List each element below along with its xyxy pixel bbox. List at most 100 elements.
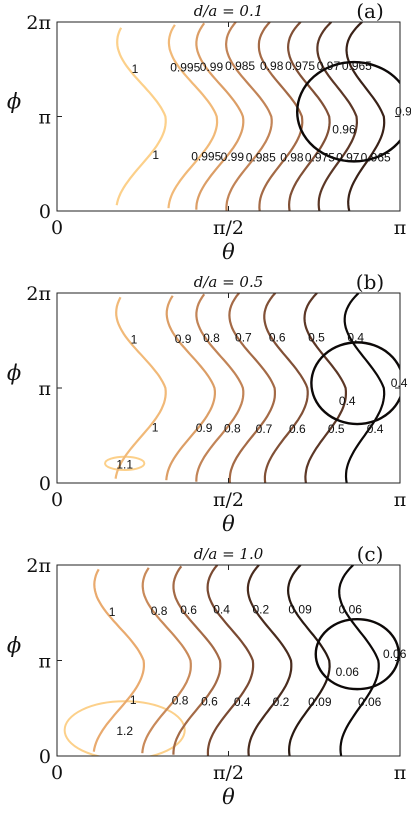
contour-label: 0.975 bbox=[305, 150, 335, 164]
contour-label: 0.4 bbox=[234, 695, 251, 709]
y-tick-label: 0 bbox=[39, 746, 51, 768]
contour-line bbox=[246, 565, 293, 756]
x-tick-label: 0 bbox=[51, 489, 63, 511]
panel-label: (c) bbox=[357, 542, 384, 566]
contour-label: 0.96 bbox=[395, 105, 411, 119]
contour-label: 0.4 bbox=[339, 394, 356, 408]
contour-line bbox=[263, 293, 309, 483]
axes-frame bbox=[56, 21, 401, 212]
y-tick-label: π bbox=[39, 651, 52, 673]
contour-line bbox=[316, 22, 359, 211]
contour-label: 1 bbox=[152, 148, 159, 162]
contour-label: 0.975 bbox=[285, 59, 315, 73]
axes-frame bbox=[56, 292, 401, 484]
contour-label: 0.4 bbox=[347, 330, 364, 344]
chart-panel-c: 1.2 1 1 0.8 0.8 0.6 0.6 0.4 0.4 0.2 0.2 0.09 0.09 0.0… bbox=[7, 542, 407, 809]
contour-label: 1 bbox=[152, 420, 159, 434]
contour-label: 0.6 bbox=[201, 694, 218, 708]
contour-label: 0.8 bbox=[151, 604, 168, 618]
contour-label: 0.8 bbox=[203, 331, 220, 345]
x-tick-label: π/2 bbox=[213, 217, 244, 239]
contour-line bbox=[165, 295, 216, 481]
contour-label: 0.985 bbox=[225, 59, 255, 73]
contour-label: 0.06 bbox=[383, 647, 407, 661]
contour-label: 0.98 bbox=[260, 59, 284, 73]
contour-label: 1 bbox=[131, 333, 138, 347]
contour-line bbox=[310, 341, 400, 426]
contour-label: 0.965 bbox=[361, 150, 391, 164]
y-axis-label: ϕ bbox=[7, 634, 21, 658]
contour-label: 0.7 bbox=[235, 330, 252, 344]
contour-label: 0.4 bbox=[367, 422, 384, 436]
contour-label: 0.995 bbox=[170, 61, 200, 75]
contour-label: 1.1 bbox=[116, 457, 133, 471]
contour-line bbox=[343, 293, 386, 483]
contour-label: 0.4 bbox=[391, 376, 408, 390]
contour-line bbox=[345, 22, 386, 211]
contour-line bbox=[172, 565, 222, 755]
contour-label: 0.99 bbox=[221, 150, 245, 164]
contour-line bbox=[195, 22, 245, 210]
contour-label: 1.2 bbox=[116, 724, 133, 738]
contour-label: 0.2 bbox=[252, 603, 269, 617]
y-tick-label: 2π bbox=[26, 283, 51, 305]
contour-line bbox=[296, 60, 400, 163]
contour-line bbox=[286, 565, 331, 756]
contour-lines bbox=[115, 22, 400, 211]
x-tick-label: 0 bbox=[51, 217, 63, 239]
contour-label: 0.06 bbox=[358, 695, 382, 709]
y-tick-label: π bbox=[39, 378, 52, 400]
axes-frame bbox=[56, 564, 401, 757]
chart-panel-a: 110.9950.9950.990.990.9850.9850.980.980.… bbox=[7, 0, 411, 264]
chart-panel-b: 1.1 1 1 0.9 0.9 0.8 0.8 0.7 0.7 0.6 0.6 0.5 0.5 0.4 0.… bbox=[7, 270, 408, 536]
panel-title: d/a = 1.0 bbox=[194, 545, 264, 563]
contour-label: 0.6 bbox=[289, 422, 306, 436]
x-tick-label: 0 bbox=[51, 762, 63, 784]
x-axis-label: θ bbox=[222, 240, 235, 264]
contour-label: 0.9 bbox=[196, 421, 213, 435]
x-tick-label: π/2 bbox=[213, 762, 244, 784]
contour-label: 0.09 bbox=[288, 603, 312, 617]
contour-label: 0.09 bbox=[308, 695, 332, 709]
contour-line bbox=[141, 567, 192, 754]
contour-label: 0.7 bbox=[256, 422, 273, 436]
contour-label: 1 bbox=[109, 605, 116, 619]
contour-label: 0.5 bbox=[328, 422, 345, 436]
x-tick-label: π/2 bbox=[213, 489, 244, 511]
contour-label: 0.8 bbox=[224, 422, 241, 436]
x-axis-label: θ bbox=[222, 512, 235, 536]
contour-label: 0.995 bbox=[191, 149, 221, 163]
y-tick-label: 0 bbox=[39, 201, 51, 223]
contour-label: 0.2 bbox=[273, 695, 290, 709]
y-tick-label: π bbox=[39, 107, 52, 129]
contour-label: 0.98 bbox=[280, 150, 304, 164]
x-tick-label: π bbox=[394, 762, 407, 784]
contour-line bbox=[92, 568, 145, 752]
contour-line bbox=[257, 22, 304, 211]
contour-line bbox=[303, 293, 347, 483]
contour-line bbox=[206, 565, 255, 756]
contour-label: 0.985 bbox=[246, 150, 276, 164]
contour-label: 0.8 bbox=[172, 694, 189, 708]
contour-label: 0.99 bbox=[200, 60, 224, 74]
contour-lines bbox=[104, 293, 400, 483]
y-tick-label: 2π bbox=[26, 555, 51, 577]
contour-label: 0.6 bbox=[269, 330, 286, 344]
contour-line bbox=[63, 700, 186, 756]
contour-line bbox=[224, 22, 273, 211]
panel-label: (b) bbox=[356, 270, 384, 294]
contour-label: 0.97 bbox=[317, 59, 341, 73]
contour-line bbox=[228, 293, 276, 483]
contour-label: 0.06 bbox=[336, 665, 360, 679]
contour-line bbox=[195, 293, 245, 482]
x-axis-label: θ bbox=[222, 785, 235, 809]
y-axis-label: ϕ bbox=[7, 90, 21, 114]
y-axis-label: ϕ bbox=[7, 361, 21, 385]
y-tick-label: 0 bbox=[39, 473, 51, 495]
panel-title: d/a = 0.1 bbox=[194, 2, 264, 20]
contour-label: 0.965 bbox=[342, 59, 372, 73]
contour-line bbox=[167, 24, 219, 209]
contour-label: 0.9 bbox=[175, 332, 192, 346]
contour-line bbox=[286, 22, 331, 211]
